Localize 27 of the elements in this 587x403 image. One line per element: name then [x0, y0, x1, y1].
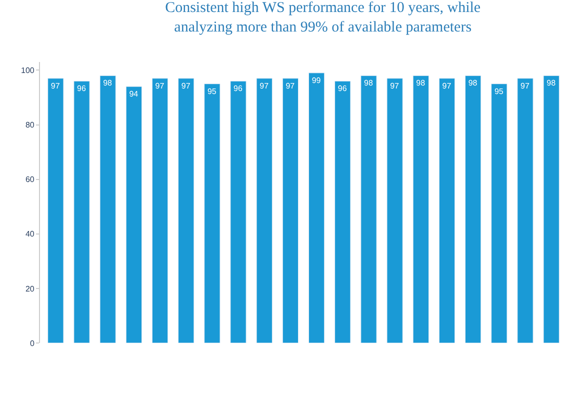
data-label: 96	[77, 84, 86, 94]
data-label: 98	[416, 78, 426, 88]
data-label: 97	[181, 81, 191, 90]
data-label: 98	[364, 78, 374, 88]
data-label: 97	[155, 81, 165, 90]
data-label: 95	[207, 86, 217, 96]
data-label: 97	[286, 81, 296, 90]
data-label: 97	[260, 81, 270, 90]
data-label: 97	[520, 81, 530, 90]
y-tick-label: 40	[25, 230, 35, 239]
data-label: 96	[338, 84, 348, 94]
data-label: 97	[390, 81, 400, 90]
data-label: 98	[468, 78, 478, 88]
data-label: 99	[312, 76, 322, 85]
data-label: 98	[546, 78, 556, 88]
y-tick-label: 0	[30, 338, 35, 348]
chart-title: Consistent high WS performance for 10 years, while analyzing more than 99% of available parameters	[165, 0, 481, 36]
y-tick-label: 20	[25, 284, 35, 294]
data-label: 95	[494, 86, 504, 96]
data-label: 98	[103, 78, 113, 88]
data-label: 97	[50, 81, 60, 90]
y-tick-label: 80	[25, 120, 35, 130]
y-tick-label: 60	[25, 175, 35, 184]
data-label: 96	[234, 84, 243, 94]
y-tick-label: 100	[21, 66, 35, 75]
data-label: 94	[129, 90, 139, 99]
data-label: 97	[442, 81, 452, 90]
